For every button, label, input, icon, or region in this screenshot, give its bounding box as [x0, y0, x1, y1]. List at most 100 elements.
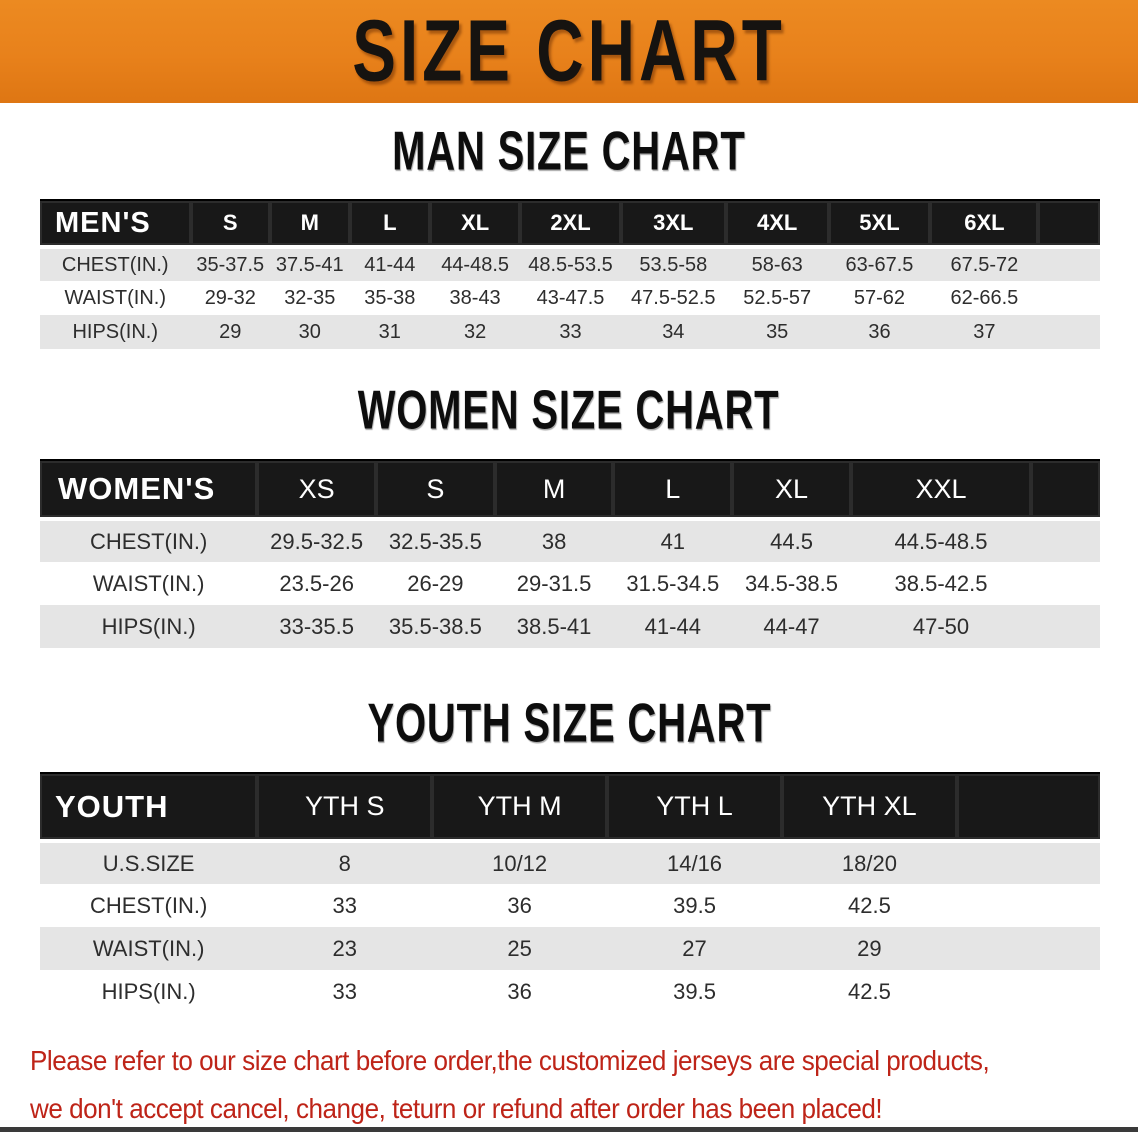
- cell: 35-38: [364, 286, 416, 309]
- row-label: CHEST(IN.): [89, 892, 208, 918]
- men-col-s: S: [190, 199, 271, 249]
- spacer-cell: [1038, 199, 1100, 249]
- cell: 33: [332, 978, 357, 1004]
- cell: 29: [219, 320, 242, 343]
- youth-col-s: YTH S: [257, 772, 433, 843]
- cell: 39.5: [673, 892, 716, 918]
- cell: 53.5-58: [639, 253, 708, 276]
- spacer-cell: [1038, 281, 1100, 315]
- cell: 34: [662, 320, 685, 343]
- women-row-hips: HIPS(IN.) 33-35.5 35.5-38.5 38.5-41 41-4…: [40, 605, 1100, 648]
- youth-col-l: YTH L: [607, 772, 782, 843]
- disclaimer-text: Please refer to our size chart before or…: [30, 1037, 1138, 1133]
- cell: 37.5-41: [275, 253, 344, 276]
- disclaimer-line-2: we don't accept cancel, change, teturn o…: [30, 1093, 883, 1124]
- cell: 10/12: [492, 850, 548, 876]
- men-row-chest: CHEST(IN.) 35-37.5 37.5-41 41-44 44-48.5…: [40, 247, 1100, 281]
- women-header-row: WOMEN'S XS S M L XL XXL: [40, 459, 1100, 521]
- spacer-cell: [1031, 519, 1100, 562]
- cell: 8: [338, 850, 351, 876]
- spacer-cell: [1031, 459, 1100, 521]
- row-label: WAIST(IN.): [92, 570, 205, 596]
- men-size-table: MEN'S S M L XL 2XL 3XL 4XL 5XL 6XL CHEST…: [40, 199, 1100, 349]
- man-size-chart-title: MAN SIZE CHART: [0, 120, 1138, 182]
- row-label: HIPS(IN.): [101, 978, 196, 1004]
- section-title-text: YOUTH SIZE CHART: [367, 692, 771, 754]
- cell: 38: [541, 528, 567, 554]
- cell: 14/16: [666, 850, 723, 876]
- youth-col-xl: YTH XL: [781, 772, 957, 843]
- spacer-cell: [1038, 315, 1100, 349]
- cell: 42.5: [848, 892, 891, 918]
- spacer-cell: [957, 927, 1100, 970]
- men-col-xl: XL: [430, 199, 521, 249]
- cell: 35: [766, 320, 789, 343]
- women-col-l: L: [613, 459, 733, 521]
- cell: 29: [857, 935, 882, 961]
- cell: 35-37.5: [196, 253, 265, 276]
- row-label: HIPS(IN.): [72, 320, 159, 343]
- women-header-label: WOMEN'S: [40, 459, 258, 521]
- men-col-5xl: 5XL: [828, 199, 931, 249]
- youth-row-chest: CHEST(IN.) 33 36 39.5 42.5: [40, 884, 1100, 927]
- cell: 44.5-48.5: [894, 528, 988, 554]
- cell: 67.5-72: [950, 253, 1019, 276]
- spacer-cell: [957, 841, 1100, 884]
- row-label: WAIST(IN.): [64, 286, 166, 309]
- section-title-text: MAN SIZE CHART: [392, 120, 746, 182]
- youth-col-m: YTH M: [432, 772, 608, 843]
- cell: 36: [868, 320, 891, 343]
- cell: 63-67.5: [845, 253, 914, 276]
- spacer-cell: [957, 970, 1100, 1013]
- cell: 38.5-41: [516, 613, 592, 639]
- cell: 47-50: [912, 613, 970, 639]
- cell: 36: [507, 892, 532, 918]
- men-col-4xl: 4XL: [725, 199, 829, 249]
- youth-size-chart-title: YOUTH SIZE CHART: [0, 692, 1138, 754]
- cell: 36: [507, 978, 532, 1004]
- banner-title: SIZE CHART: [352, 2, 786, 100]
- cell: 44-48.5: [441, 253, 510, 276]
- cell: 38-43: [449, 286, 501, 309]
- cell: 41-44: [364, 253, 416, 276]
- row-label: CHEST(IN.): [61, 253, 169, 276]
- men-col-3xl: 3XL: [620, 199, 726, 249]
- cell: 33-35.5: [279, 613, 354, 639]
- youth-row-waist: WAIST(IN.) 23 25 27 29: [40, 927, 1100, 970]
- row-label: CHEST(IN.): [89, 528, 208, 554]
- cell: 62-66.5: [950, 286, 1019, 309]
- row-label: WAIST(IN.): [92, 935, 205, 961]
- cell: 48.5-53.5: [528, 253, 613, 276]
- cell: 33: [332, 892, 357, 918]
- cell: 29-32: [204, 286, 256, 309]
- men-row-waist: WAIST(IN.) 29-32 32-35 35-38 38-43 43-47…: [40, 281, 1100, 315]
- youth-header-label: YOUTH: [40, 772, 258, 843]
- cell: 41: [660, 528, 686, 554]
- spacer-cell: [1031, 562, 1100, 605]
- cell: 23.5-26: [279, 570, 354, 596]
- cell: 35.5-38.5: [388, 613, 482, 639]
- men-col-l: L: [349, 199, 431, 249]
- cell: 31.5-34.5: [626, 570, 720, 596]
- cell: 44.5: [770, 528, 813, 554]
- women-col-xxl: XXL: [850, 459, 1032, 521]
- spacer-cell: [1031, 605, 1100, 648]
- women-col-xs: XS: [257, 459, 377, 521]
- cell: 33: [559, 320, 582, 343]
- cell: 43-47.5: [536, 286, 605, 309]
- cell: 32.5-35.5: [388, 528, 482, 554]
- cell: 27: [682, 935, 707, 961]
- cell: 58-63: [751, 253, 803, 276]
- women-col-s: S: [376, 459, 495, 521]
- cell: 47.5-52.5: [631, 286, 716, 309]
- youth-row-hips: HIPS(IN.) 33 36 39.5 42.5: [40, 970, 1100, 1013]
- cell: 29-31.5: [516, 570, 592, 596]
- cell: 32-35: [284, 286, 336, 309]
- women-row-chest: CHEST(IN.) 29.5-32.5 32.5-35.5 38 41 44.…: [40, 519, 1100, 562]
- cell: 31: [378, 320, 401, 343]
- cell: 41-44: [644, 613, 701, 639]
- women-col-m: M: [494, 459, 614, 521]
- women-size-table: WOMEN'S XS S M L XL XXL CHEST(IN.) 29.5-…: [40, 459, 1100, 648]
- bottom-edge-bar: [0, 1127, 1138, 1132]
- spacer-cell: [957, 884, 1100, 927]
